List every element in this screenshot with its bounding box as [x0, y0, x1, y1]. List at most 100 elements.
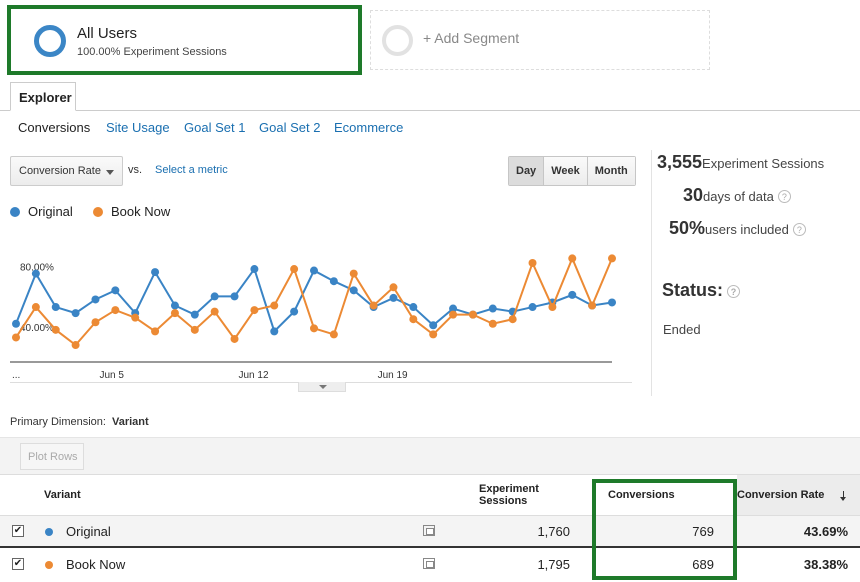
- x-tick-label: Jun 5: [99, 370, 124, 380]
- primary-dimension-label: Primary Dimension:: [10, 416, 106, 428]
- range-week-button[interactable]: Week: [543, 157, 587, 185]
- data-point: [488, 304, 497, 313]
- subtab-site-usage[interactable]: Site Usage: [106, 120, 170, 135]
- row-checkbox[interactable]: ✔: [12, 525, 24, 537]
- sort-down-icon[interactable]: [840, 491, 846, 501]
- stat-sessions-value: 3,555: [657, 152, 703, 172]
- range-day-button[interactable]: Day: [509, 157, 544, 185]
- subtab-goal-set-2[interactable]: Goal Set 2: [259, 120, 321, 135]
- tab-divider: [0, 110, 860, 111]
- chevron-down-icon: [106, 170, 114, 175]
- primary-dimension-value[interactable]: Variant: [111, 416, 149, 428]
- stat-users-value: 50%: [669, 218, 706, 238]
- popout-icon[interactable]: [423, 558, 435, 569]
- data-point: [250, 265, 259, 274]
- header-sessions-line2[interactable]: Sessions: [479, 495, 528, 507]
- variant-color-dot: [45, 561, 53, 569]
- data-point: [250, 306, 259, 315]
- row-variant-name: Original: [66, 524, 111, 539]
- row-conversion-rate: 43.69%: [803, 524, 848, 539]
- data-point: [210, 307, 219, 316]
- date-range-toggle: Day Week Month: [508, 156, 636, 186]
- data-point: [51, 325, 60, 334]
- help-icon[interactable]: ?: [727, 284, 741, 298]
- data-point: [190, 325, 199, 334]
- data-point: [449, 310, 458, 319]
- data-point: [170, 309, 179, 318]
- data-point: [389, 283, 398, 292]
- data-point: [568, 290, 577, 299]
- data-point: [528, 303, 537, 312]
- plot-rows-button[interactable]: Plot Rows: [20, 443, 84, 470]
- y-tick-label: 80.00%: [20, 262, 54, 273]
- table-header: Variant Experiment Sessions Conversions …: [0, 474, 860, 516]
- row-variant-name: Book Now: [66, 557, 126, 572]
- line-chart: 80.00% 40.00% ... Jun 5 Jun 12 Jun 19: [10, 254, 616, 380]
- row-conversions: 769: [692, 524, 714, 539]
- data-point: [230, 334, 239, 343]
- data-point: [409, 303, 418, 312]
- tab-explorer[interactable]: Explorer: [10, 82, 76, 111]
- variant-color-dot: [45, 528, 53, 536]
- header-sessions-line1[interactable]: Experiment: [479, 483, 539, 495]
- row-checkbox[interactable]: ✔: [12, 558, 24, 570]
- legend-book-now: Book Now: [111, 204, 171, 219]
- subtab-goal-set-1[interactable]: Goal Set 1: [184, 120, 246, 135]
- range-month-button[interactable]: Month: [586, 157, 635, 185]
- data-point: [488, 319, 497, 328]
- stats-divider: [651, 150, 652, 396]
- add-segment-button[interactable]: + Add Segment: [370, 10, 710, 70]
- donut-icon: [34, 25, 66, 57]
- select-metric-link[interactable]: Select a metric: [155, 164, 228, 176]
- status-value: Ended: [663, 322, 701, 337]
- header-variant[interactable]: Variant: [44, 489, 81, 501]
- data-point: [71, 309, 80, 318]
- x-tick-label: Jun 12: [239, 370, 269, 380]
- data-point: [429, 321, 438, 330]
- empty-donut-icon: [382, 25, 413, 56]
- data-point: [468, 310, 477, 319]
- data-point: [51, 303, 60, 312]
- row-sessions: 1,760: [537, 524, 570, 539]
- vs-label: vs.: [128, 164, 143, 176]
- row-conversions: 689: [692, 557, 714, 572]
- popout-icon[interactable]: [423, 525, 435, 536]
- y-tick-label: 40.00%: [20, 323, 54, 334]
- subtab-ecommerce[interactable]: Ecommerce: [334, 120, 404, 135]
- help-icon[interactable]: ?: [792, 223, 806, 237]
- data-point: [151, 327, 160, 336]
- data-point: [608, 298, 616, 307]
- legend-original: Original: [28, 204, 73, 219]
- data-point: [91, 295, 100, 304]
- subtab-conversions[interactable]: Conversions: [18, 120, 91, 135]
- data-point: [449, 304, 458, 313]
- data-point: [329, 330, 338, 339]
- data-point: [329, 277, 338, 286]
- stat-days: 30days of data?: [683, 185, 791, 206]
- data-point: [31, 269, 40, 278]
- primary-dimension: Primary Dimension: Variant: [10, 416, 149, 428]
- data-point: [369, 301, 378, 310]
- metric-dropdown[interactable]: Conversion Rate: [10, 156, 123, 186]
- data-point: [12, 319, 20, 328]
- table-row: ✔ Book Now 1,795 689 38.38%: [0, 549, 860, 581]
- data-point: [31, 303, 40, 312]
- help-icon[interactable]: ?: [777, 190, 791, 204]
- series-line-original: [15, 266, 613, 334]
- data-point: [310, 266, 318, 275]
- header-conversion-rate[interactable]: Conversion Rate: [737, 489, 825, 501]
- data-point: [210, 292, 219, 301]
- segment-all-users[interactable]: All Users 100.00% Experiment Sessions: [7, 5, 362, 75]
- data-point: [429, 330, 438, 339]
- data-point: [568, 254, 577, 263]
- sorted-column-highlight: [737, 475, 860, 515]
- legend-dot-original: [10, 207, 20, 217]
- status-title: Status:?: [662, 280, 741, 301]
- header-conversions[interactable]: Conversions: [608, 489, 675, 501]
- chart-resize-handle[interactable]: [298, 382, 346, 392]
- data-point: [608, 254, 616, 263]
- table-row: ✔ Original 1,760 769 43.69%: [0, 516, 860, 548]
- data-point: [151, 268, 160, 277]
- row-conversion-rate: 38.38%: [803, 557, 848, 572]
- data-point: [409, 315, 418, 324]
